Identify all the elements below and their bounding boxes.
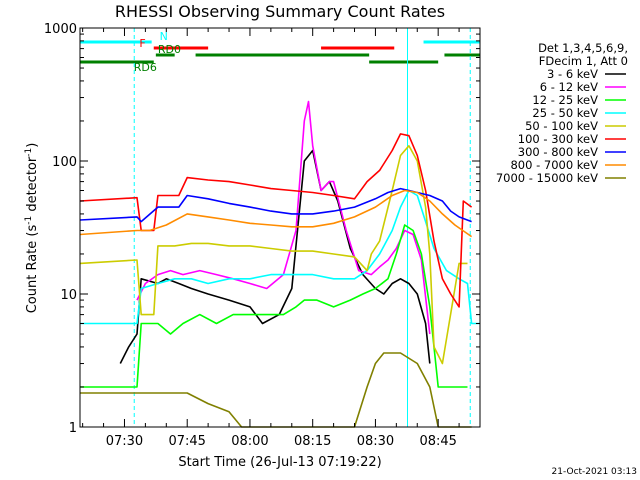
y-tick-label: 100 bbox=[52, 155, 77, 170]
legend-label-3-6-kev: 3 - 6 keV bbox=[547, 67, 598, 81]
series-6-12-kev bbox=[136, 100, 431, 335]
flag-rd6-label: RD6 bbox=[134, 61, 157, 74]
x-tick-label: 08:30 bbox=[357, 434, 394, 449]
flag-n-label: N bbox=[160, 30, 168, 43]
series-12-25-kev bbox=[80, 224, 468, 388]
legend-header-line-2: FDecim 1, Att 0 bbox=[539, 54, 628, 68]
legend-header-line-1: Det 1,3,4,5,6,9, bbox=[538, 41, 628, 55]
legend-label-800-7000-kev: 800 - 7000 keV bbox=[510, 158, 598, 172]
chart-title: RHESSI Observing Summary Count Rates bbox=[115, 2, 445, 21]
footer-timestamp: 21-Oct-2021 03:13 bbox=[552, 467, 637, 477]
legend-label-100-300-kev: 100 - 300 keV bbox=[518, 132, 598, 146]
series-800-7000-kev bbox=[79, 189, 473, 238]
series-7000-15000-kev bbox=[80, 352, 472, 428]
x-tick-label: 08:15 bbox=[294, 434, 331, 449]
x-tick-label: 07:30 bbox=[106, 434, 143, 449]
legend-label-7000-15000-kev: 7000 - 15000 keV bbox=[496, 171, 598, 185]
y-tick-label: 1000 bbox=[44, 22, 77, 37]
x-tick-label: 08:45 bbox=[419, 434, 456, 449]
y-tick-label: 1 bbox=[69, 421, 77, 436]
legend-label-50-100-kev: 50 - 100 keV bbox=[525, 119, 598, 133]
series-3-6-kev bbox=[119, 149, 431, 364]
y-axis-label: Count Rate (s-1 detector-1) bbox=[24, 143, 40, 314]
flag-f-label: F bbox=[139, 37, 145, 50]
legend: Det 1,3,4,5,6,9, FDecim 1, Att 0 3 - 6 k… bbox=[496, 41, 628, 185]
plot-frame bbox=[79, 27, 481, 428]
legend-label-6-12-kev: 6 - 12 keV bbox=[540, 80, 598, 94]
x-tick-label: 08:00 bbox=[231, 434, 268, 449]
x-tick-label: 07:45 bbox=[168, 434, 205, 449]
x-axis-ticks: 07:30 07:45 08:00 08:15 08:30 08:45 bbox=[82, 28, 481, 449]
series-50-100-kev bbox=[79, 145, 468, 365]
series-lines bbox=[79, 100, 480, 428]
legend-label-300-800-kev: 300 - 800 keV bbox=[518, 145, 598, 159]
y-tick-label: 10 bbox=[60, 288, 77, 303]
flag-rd0-label: RD0 bbox=[158, 43, 181, 56]
series-100-300-kev bbox=[79, 133, 473, 308]
y-axis-ticks: 1 10 100 1000 bbox=[44, 22, 480, 436]
x-axis-label: Start Time (26-Jul-13 07:19:22) bbox=[178, 455, 381, 470]
legend-label-25-50-kev: 25 - 50 keV bbox=[532, 106, 598, 120]
series-25-50-kev bbox=[80, 189, 480, 325]
series-300-800-kev bbox=[79, 187, 472, 223]
legend-label-12-25-kev: 12 - 25 keV bbox=[532, 93, 598, 107]
